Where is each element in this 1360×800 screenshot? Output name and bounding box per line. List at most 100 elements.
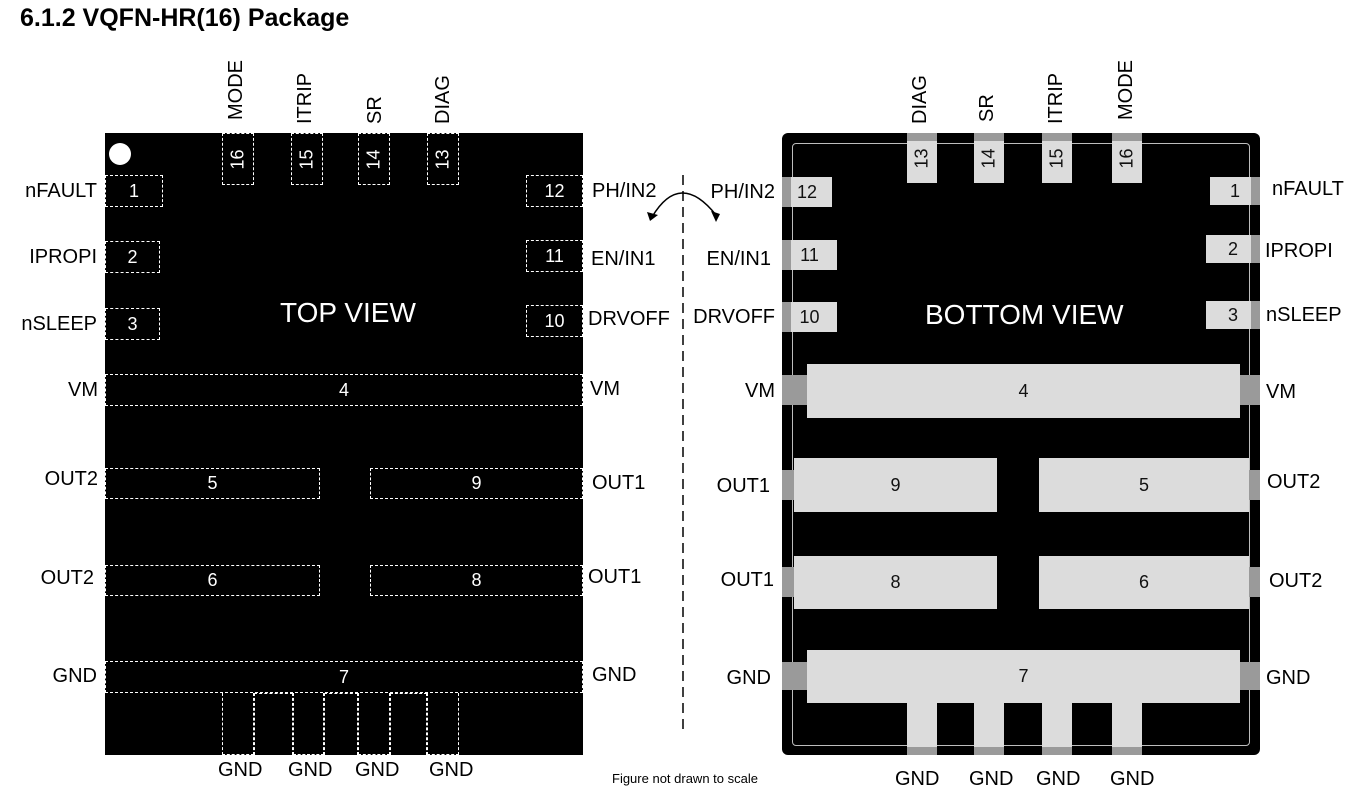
top-view-pad-6-label: OUT2 xyxy=(40,567,94,589)
top-view-pin-2-label: IPROPI xyxy=(29,246,97,268)
bottom-view-gnd-label: GND xyxy=(1110,768,1155,790)
bottom-view-pin-14: 14 xyxy=(974,133,1004,183)
bottom-view-pad-4-right-label: VM xyxy=(1266,381,1296,403)
bottom-view-pin-tab xyxy=(974,133,1004,141)
top-view-pin-12: 12 xyxy=(526,175,583,207)
top-view-gnd-label: GND xyxy=(288,759,333,781)
flip-arrow-icon xyxy=(647,175,720,735)
bottom-view-gnd-finger xyxy=(907,700,937,755)
bottom-view-pin-tab xyxy=(907,747,937,755)
top-view-pin-3-label: nSLEEP xyxy=(21,313,97,335)
top-view-gnd-finger xyxy=(293,693,324,755)
bottom-view-pad-7-right-label: GND xyxy=(1266,667,1311,689)
top-view-pin-16-label: MODE xyxy=(225,60,247,120)
top-view-pad-7: 7 xyxy=(105,661,583,693)
top-view-pin-12-label: PH/IN2 xyxy=(592,180,657,202)
bottom-view-gnd-finger xyxy=(974,700,1004,755)
top-view-gnd-finger xyxy=(222,693,254,755)
bottom-view-pin-16-label: MODE xyxy=(1115,60,1137,120)
bottom-view-pin-tab xyxy=(782,302,791,332)
bottom-view-pin-tab xyxy=(782,177,791,207)
top-view-gnd-finger xyxy=(427,693,459,755)
top-view-gnd-finger xyxy=(254,693,293,755)
top-view-pad-4-left-label: VM xyxy=(68,379,98,401)
top-view-pad-9: 9 xyxy=(370,468,583,499)
bottom-view-pad-4-left-label: VM xyxy=(745,380,775,402)
bottom-view-pin-12-label: PH/IN2 xyxy=(710,181,775,203)
top-view-gnd-finger xyxy=(390,693,427,755)
bottom-view-pad-9: 9 xyxy=(794,458,997,512)
top-view-pin-11-label: EN/IN1 xyxy=(591,248,656,270)
bottom-view-pin-tab xyxy=(782,240,791,270)
bottom-view-gnd-finger xyxy=(1112,700,1142,755)
bottom-view-pin-tab xyxy=(1042,747,1072,755)
bottom-view-pin-15: 15 xyxy=(1042,133,1072,183)
top-view-pin-1: 1 xyxy=(105,175,163,207)
bottom-view-pin-2-label: IPROPI xyxy=(1265,240,1333,262)
bottom-view-pad-5-label: OUT2 xyxy=(1267,471,1321,493)
bottom-view-pin-10-label: DRVOFF xyxy=(693,306,775,328)
top-view-pin-10-label: DRVOFF xyxy=(588,308,670,330)
bottom-view-gnd-finger xyxy=(1042,700,1072,755)
top-view-pin-14: 14 xyxy=(358,133,390,185)
top-view-pad-8-label: OUT1 xyxy=(588,566,642,588)
top-view-pin-15: 15 xyxy=(291,133,323,185)
top-view-pin-14-label: SR xyxy=(364,96,386,124)
top-view-pad-7-left-label: GND xyxy=(52,665,97,687)
bottom-view-pin-14-label: SR xyxy=(976,94,998,122)
bottom-view-pad-6: 6 xyxy=(1039,556,1249,609)
bottom-view-pad-6-label: OUT2 xyxy=(1269,570,1323,592)
bottom-view-pin-13: 13 xyxy=(907,133,937,183)
top-view-pin-1-label: nFAULT xyxy=(25,180,97,202)
bottom-view-pad-8: 8 xyxy=(794,556,997,609)
bottom-view-pin-tab xyxy=(974,747,1004,755)
top-view-pad-5-label: OUT2 xyxy=(44,468,98,490)
top-view-pin-16: 16 xyxy=(222,133,254,185)
bottom-view-pad-7-left-label: GND xyxy=(726,667,771,689)
bottom-view-pin-13-label: DIAG xyxy=(909,75,931,124)
bottom-view-pin-tab xyxy=(1251,177,1260,205)
bottom-view-gnd-label: GND xyxy=(1036,768,1081,790)
bottom-view-pin-1-label: nFAULT xyxy=(1272,178,1344,200)
bottom-view-exposed-outline xyxy=(792,143,1250,746)
bottom-view-pin-15-label: ITRIP xyxy=(1045,72,1067,124)
top-view-pad-7-right-label: GND xyxy=(592,664,637,686)
top-view-gnd-finger xyxy=(324,693,358,755)
bottom-view-pin-tab xyxy=(1112,133,1142,141)
bottom-view-pin-tab xyxy=(1251,301,1260,329)
bottom-view-pin-tab xyxy=(1042,133,1072,141)
top-view-gnd-label: GND xyxy=(355,759,400,781)
top-view-package xyxy=(105,133,583,755)
bottom-view-pad-9-label: OUT1 xyxy=(716,475,770,497)
top-view-pin-13: 13 xyxy=(427,133,459,185)
bottom-view-pin-11: 11 xyxy=(782,240,837,270)
top-view-pin-10: 10 xyxy=(526,305,583,337)
top-view-pad-8: 8 xyxy=(370,565,583,596)
bottom-view-pad-5: 5 xyxy=(1039,458,1249,512)
bottom-view-pin-3-label: nSLEEP xyxy=(1266,304,1342,326)
top-view-pin-3: 3 xyxy=(105,308,160,340)
top-view-pad-5: 5 xyxy=(105,468,320,499)
top-view-gnd-label: GND xyxy=(429,759,474,781)
top-view-pin-2: 2 xyxy=(105,241,160,273)
top-view-pin-11: 11 xyxy=(526,240,583,272)
bottom-view-pad-7: 7 xyxy=(807,650,1240,703)
top-view-pad-9-label: OUT1 xyxy=(592,472,646,494)
bottom-view-pin-tab xyxy=(1112,747,1142,755)
top-view-pad-6: 6 xyxy=(105,565,320,596)
bottom-view-gnd-label: GND xyxy=(969,768,1014,790)
bottom-view-pin-tab xyxy=(1251,235,1260,263)
top-view-gnd-label: GND xyxy=(218,759,263,781)
section-title: 6.1.2 VQFN-HR(16) Package xyxy=(20,4,350,32)
bottom-view-pin-10: 10 xyxy=(782,302,837,332)
bottom-view-gnd-label: GND xyxy=(895,768,940,790)
bottom-view-pin-tab xyxy=(907,133,937,141)
top-view-pin-13-label: DIAG xyxy=(432,75,454,124)
pin1-marker-dot xyxy=(109,143,131,165)
scale-note: Figure not drawn to scale xyxy=(612,771,758,786)
top-view-pad-4: 4 xyxy=(105,374,583,406)
bottom-view-pin-11-label: EN/IN1 xyxy=(706,248,771,270)
bottom-view-pad-4: 4 xyxy=(807,364,1240,418)
bottom-view-pad-8-label: OUT1 xyxy=(720,569,774,591)
top-view-pin-15-label: ITRIP xyxy=(294,72,316,124)
